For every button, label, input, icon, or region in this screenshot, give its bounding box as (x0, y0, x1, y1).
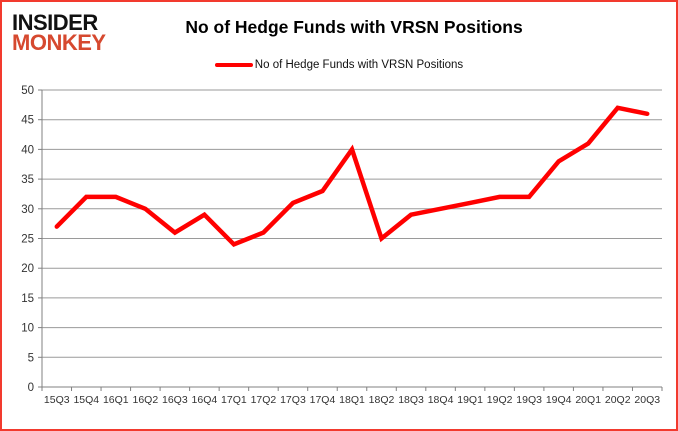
x-axis-label: 16Q4 (192, 394, 218, 406)
y-axis-label: 5 (28, 352, 34, 364)
x-axis-label: 17Q3 (280, 394, 306, 406)
x-axis-label: 19Q2 (487, 394, 513, 406)
x-axis-label: 17Q4 (310, 394, 336, 406)
y-axis-label: 50 (21, 85, 34, 97)
x-axis-label: 20Q2 (605, 394, 631, 406)
legend-label: No of Hedge Funds with VRSN Positions (254, 59, 464, 71)
logo-word-insider: INSIDER (12, 10, 98, 35)
y-axis-label: 30 (21, 204, 34, 216)
x-axis-label: 18Q2 (369, 394, 395, 406)
x-axis-label: 18Q4 (428, 394, 454, 406)
x-axis-label: 18Q3 (398, 394, 424, 406)
x-axis-label: 19Q3 (516, 394, 542, 406)
x-axis-label: 18Q1 (339, 394, 365, 406)
y-axis-label: 40 (21, 144, 34, 156)
y-axis-label: 20 (21, 263, 34, 275)
x-axis-label: 19Q1 (457, 394, 483, 406)
x-axis-label: 19Q4 (546, 394, 572, 406)
y-axis-label: 35 (21, 174, 34, 186)
y-axis-label: 10 (21, 323, 34, 335)
insider-monkey-logo: INSIDER MONKEY (12, 10, 106, 56)
x-axis-label: 17Q2 (251, 394, 277, 406)
series-line (54, 105, 650, 248)
x-axis-label: 16Q1 (103, 394, 129, 406)
y-axis-label: 0 (28, 382, 34, 394)
x-axis-label: 16Q2 (132, 394, 158, 406)
y-axis-label: 25 (21, 234, 34, 246)
legend: No of Hedge Funds with VRSN Positions (2, 59, 676, 71)
legend-line-swatch (214, 62, 253, 68)
x-axis-label: 15Q4 (73, 394, 99, 406)
x-axis-label: 17Q1 (221, 394, 247, 406)
logo-word-monkey: MONKEY (12, 30, 106, 56)
chart-title: No of Hedge Funds with VRSN Positions (185, 17, 523, 37)
x-axis-label: 16Q3 (162, 394, 188, 406)
x-axis-label: 20Q1 (575, 394, 601, 406)
x-axis-label: 15Q3 (44, 394, 70, 406)
y-axis-label: 45 (21, 115, 34, 127)
y-axis-label: 15 (21, 293, 34, 305)
x-axis-label: 20Q3 (634, 394, 660, 406)
